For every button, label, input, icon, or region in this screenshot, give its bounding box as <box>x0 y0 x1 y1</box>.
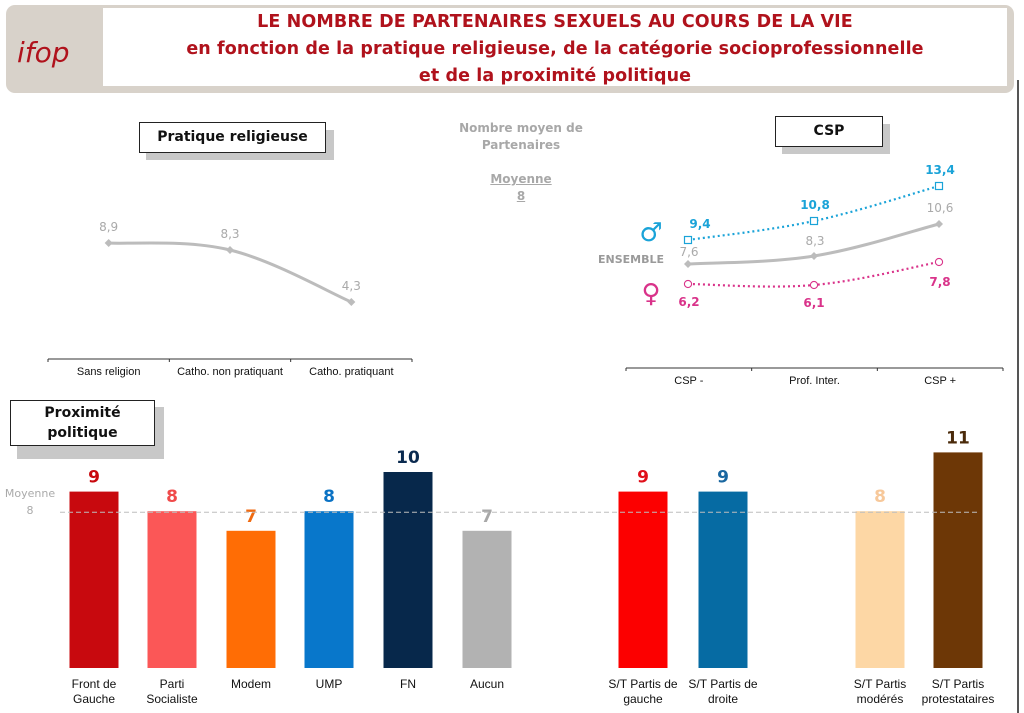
bar-category-label: FN <box>400 677 416 691</box>
bar-value-label: 9 <box>717 468 729 488</box>
section-label-politics-line2: politique <box>47 425 118 441</box>
section-label-religion: Pratique religieuse <box>139 122 326 153</box>
data-label-male: 10,8 <box>800 198 830 212</box>
bar <box>933 452 983 668</box>
ifop-logo: ifop <box>17 36 70 69</box>
data-label-ensemble: 8,3 <box>805 234 824 248</box>
mean-note-label: Moyenne <box>490 172 552 186</box>
bar-category-label: Gauche <box>73 692 115 706</box>
male-symbol-icon: ♂ <box>639 218 662 248</box>
bar-category-label: UMP <box>316 677 343 691</box>
data-point-female <box>934 257 944 267</box>
bar-value-label: 9 <box>637 468 649 488</box>
section-label-politics: Proximité politique <box>10 400 155 446</box>
data-label-ensemble: 7,6 <box>679 245 698 259</box>
x-tick-label: Prof. Inter. <box>789 375 840 387</box>
data-label-female: 7,8 <box>929 275 950 289</box>
bar-category-label: S/T Partis <box>854 677 906 691</box>
bar-value-label: 7 <box>481 507 493 527</box>
bar-value-label: 8 <box>166 487 178 507</box>
bar-category-label: Modem <box>231 677 271 691</box>
data-label-ensemble: 10,6 <box>927 201 954 215</box>
bar-category-label: Front de <box>72 677 117 691</box>
bar-value-label: 8 <box>874 487 886 507</box>
bar-category-label: Parti <box>160 677 185 691</box>
bar-category-label: modérés <box>857 692 904 706</box>
x-tick-label: Catho. pratiquant <box>309 366 393 378</box>
bar <box>383 472 433 668</box>
mean-note-line1: Nombre moyen de <box>459 121 583 135</box>
data-point-ensemble <box>684 260 692 268</box>
data-label-female: 6,2 <box>678 295 699 309</box>
data-label: 4,3 <box>342 279 361 293</box>
series-line-male <box>687 184 940 242</box>
data-point-male <box>809 216 819 226</box>
data-label-female: 6,1 <box>803 296 824 310</box>
data-point-ensemble <box>810 252 818 260</box>
bar <box>698 491 748 668</box>
bar-category-label: S/T Partis de <box>608 677 677 691</box>
bar <box>855 511 905 668</box>
bar-value-label: 10 <box>396 448 420 468</box>
bar-category-label: droite <box>708 692 738 706</box>
series-name-ensemble: ENSEMBLE <box>598 253 664 266</box>
x-tick-label: Catho. non pratiquant <box>177 366 283 378</box>
bar-category-label: Aucun <box>470 677 504 691</box>
page-right-border <box>1017 80 1019 713</box>
data-point <box>226 246 234 254</box>
data-point <box>347 298 356 306</box>
data-point <box>104 239 113 247</box>
title-line-1: LE NOMBRE DE PARTENAIRES SEXUELS AU COUR… <box>257 12 853 32</box>
bar <box>618 491 668 668</box>
section-label-politics-line1: Proximité <box>44 405 121 421</box>
bar-category-label: protestataires <box>922 692 995 706</box>
mean-note: Nombre moyen de Partenaires Moyenne 8 <box>446 120 596 205</box>
bar <box>462 530 512 668</box>
data-label-male: 13,4 <box>925 163 955 177</box>
data-point-ensemble <box>935 220 943 228</box>
bar-category-label: S/T Partis <box>932 677 984 691</box>
bar-value-label: 7 <box>245 507 257 527</box>
bar <box>69 491 119 668</box>
data-point-male <box>683 235 693 245</box>
bar-category-label: S/T Partis de <box>688 677 757 691</box>
data-label-male: 9,4 <box>689 217 710 231</box>
x-tick-label: Sans religion <box>77 366 141 378</box>
x-tick-label: CSP - <box>674 375 703 387</box>
mean-note-line2: Partenaires <box>481 138 561 152</box>
bar-value-label: 11 <box>946 428 970 448</box>
header-title-panel <box>103 8 1007 86</box>
bar <box>304 511 354 668</box>
bar <box>147 511 197 668</box>
bar-category-label: Socialiste <box>146 692 198 706</box>
section-label-csp: CSP <box>775 116 883 147</box>
mean-line-label: Moyenne <box>5 487 55 500</box>
female-symbol-icon: ♀ <box>641 279 660 309</box>
data-label: 8,3 <box>220 227 239 241</box>
bar <box>226 530 276 668</box>
title-line-2: en fonction de la pratique religieuse, d… <box>186 39 924 59</box>
data-point-female <box>809 280 819 290</box>
bar-value-label: 8 <box>323 487 335 507</box>
data-point-male <box>934 181 944 191</box>
x-tick-label: CSP + <box>924 375 956 387</box>
logo-text: ifop <box>17 36 70 69</box>
title-line-3: et de la proximité politique <box>418 66 692 86</box>
bar-category-label: gauche <box>623 692 663 706</box>
mean-note-value: 8 <box>516 189 526 203</box>
page-title: LE NOMBRE DE PARTENAIRES SEXUELS AU COUR… <box>103 9 1007 90</box>
data-point-female <box>683 279 693 289</box>
mean-line-value: 8 <box>27 504 34 517</box>
bar-value-label: 9 <box>88 468 100 488</box>
data-label: 8,9 <box>99 220 118 234</box>
